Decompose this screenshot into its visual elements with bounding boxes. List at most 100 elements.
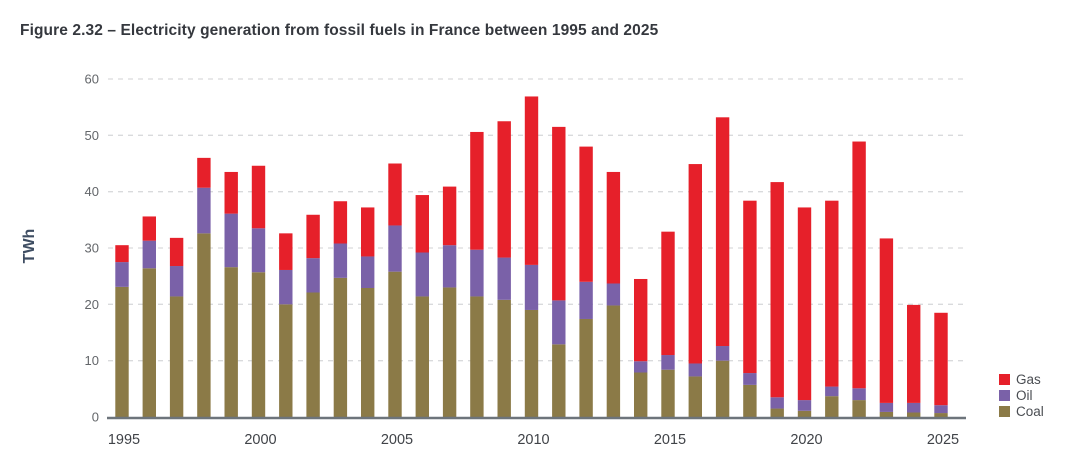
bar-segment-oil (306, 258, 320, 293)
bar-segment-coal (197, 233, 211, 417)
bar-segment-coal (279, 304, 293, 417)
bar-segment-gas (361, 207, 375, 257)
bar-segment-coal (688, 376, 702, 417)
bar-segment-coal (606, 305, 621, 417)
x-tick-label: 2010 (517, 432, 549, 448)
bar-segment-gas (743, 200, 757, 374)
bar-segment-coal (879, 411, 894, 417)
bar-segment-gas (524, 96, 539, 265)
bar-segment-coal (743, 384, 757, 417)
bar-segment-oil (770, 397, 784, 409)
bar-segment-gas (825, 200, 839, 387)
bar-segment-gas (251, 165, 266, 229)
bar-segment-oil (497, 257, 511, 300)
bar-segment-gas (115, 245, 129, 263)
bar-segment-coal (497, 299, 511, 417)
bar-segment-oil (661, 355, 675, 370)
bar-segment-oil (361, 256, 375, 288)
bar-segment-coal (797, 410, 812, 417)
bar-segment-oil (606, 283, 621, 306)
y-tick-label: 10 (85, 353, 99, 368)
bar-segment-oil (197, 187, 211, 234)
bar-segment-gas (661, 231, 675, 356)
bar-segment-gas (415, 195, 429, 253)
bar-segment-coal (142, 268, 156, 417)
bar-segment-coal (306, 292, 320, 417)
x-tick-label: 2020 (790, 432, 822, 448)
bar-segment-gas (579, 146, 593, 282)
bar-segment-oil (579, 281, 593, 319)
bar-segment-gas (388, 163, 402, 226)
bar-segment-coal (115, 286, 129, 417)
bar-segment-coal (470, 296, 484, 417)
bar-segment-coal (361, 287, 375, 417)
bar-segment-oil (797, 400, 812, 411)
bar-segment-coal (415, 296, 429, 417)
bar-segment-oil (442, 245, 457, 288)
y-tick-label: 20 (85, 297, 99, 312)
bar-segment-oil (934, 405, 948, 414)
bar-segment-coal (251, 272, 266, 417)
bar-segment-oil (688, 363, 702, 377)
bar-segment-coal (333, 277, 348, 417)
bar-segment-oil (388, 225, 402, 272)
bar-segment-gas (497, 121, 511, 258)
bar-segment-oil (169, 266, 184, 297)
bar-segment-oil (825, 386, 839, 397)
bar-segment-gas (442, 186, 457, 246)
bar-segment-gas (224, 171, 238, 214)
bar-segment-gas (606, 171, 621, 284)
x-tick-label: 2005 (381, 432, 413, 448)
bar-segment-gas (306, 214, 320, 259)
bar-segment-gas (934, 312, 948, 406)
bar-segment-oil (743, 373, 757, 385)
y-axis-label: TWh (21, 229, 38, 264)
bar-segment-oil (715, 346, 730, 361)
bar-segment-oil (142, 240, 156, 269)
x-tick-label: 2025 (927, 432, 959, 448)
bar-segment-gas (907, 304, 921, 403)
legend-label-oil: Oil (1016, 388, 1033, 403)
bar-segment-oil (879, 402, 894, 412)
legend-swatch-coal (999, 406, 1010, 417)
bar-segment-coal (524, 309, 539, 417)
bar-segment-coal (552, 344, 566, 417)
bar-segment-gas (142, 216, 156, 241)
bar-segment-coal (825, 396, 839, 417)
bar-segment-oil (524, 264, 539, 310)
bar-segment-gas (634, 278, 648, 362)
bar-segment-oil (333, 243, 348, 278)
bar-segment-gas (552, 126, 566, 301)
y-tick-label: 50 (85, 128, 99, 143)
bar-segment-oil (279, 269, 293, 305)
bar-segment-gas (797, 207, 812, 401)
bar-segment-oil (634, 361, 648, 373)
bar-segment-gas (470, 131, 484, 250)
bar-segment-gas (688, 164, 702, 364)
bar-segment-oil (115, 262, 129, 287)
x-tick-label: 2000 (244, 432, 276, 448)
bar-segment-gas (169, 237, 184, 267)
bar-segment-gas (333, 201, 348, 244)
bar-segment-gas (879, 238, 894, 403)
bar-segment-gas (279, 233, 293, 270)
legend-label-coal: Coal (1016, 404, 1044, 419)
bar-segment-coal (224, 267, 238, 417)
legend-label-gas: Gas (1016, 372, 1041, 387)
bar-segment-coal (661, 369, 675, 417)
bar-segment-oil (470, 249, 484, 297)
y-tick-label: 40 (85, 184, 99, 199)
bar-segment-coal (934, 413, 948, 417)
x-tick-label: 2015 (654, 432, 686, 448)
bar-segment-coal (442, 287, 457, 417)
bar-segment-coal (634, 372, 648, 417)
bar-segment-coal (770, 408, 784, 417)
bar-segment-coal (388, 271, 402, 417)
bar-segment-coal (715, 360, 730, 417)
y-tick-label: 60 (85, 72, 99, 87)
bar-segment-gas (852, 141, 866, 389)
y-tick-label: 30 (85, 241, 99, 256)
bar-segment-coal (852, 400, 866, 417)
